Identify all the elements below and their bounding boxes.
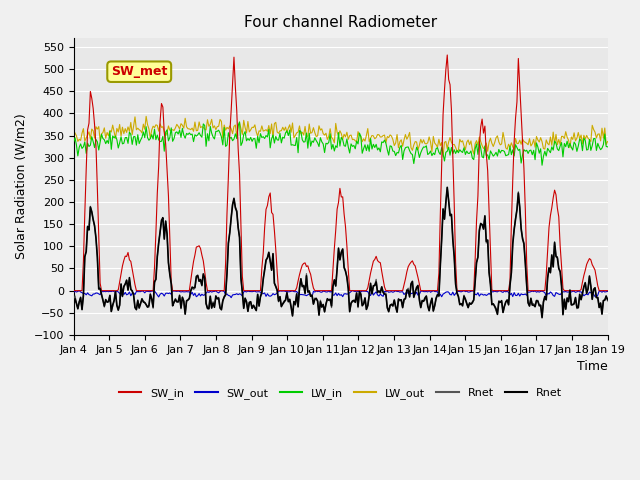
Text: SW_met: SW_met (111, 65, 168, 78)
Title: Four channel Radiometer: Four channel Radiometer (244, 15, 437, 30)
X-axis label: Time: Time (577, 360, 607, 373)
Y-axis label: Solar Radiation (W/m2): Solar Radiation (W/m2) (15, 114, 28, 259)
Legend: SW_in, SW_out, LW_in, LW_out, Rnet, Rnet: SW_in, SW_out, LW_in, LW_out, Rnet, Rnet (115, 384, 566, 404)
